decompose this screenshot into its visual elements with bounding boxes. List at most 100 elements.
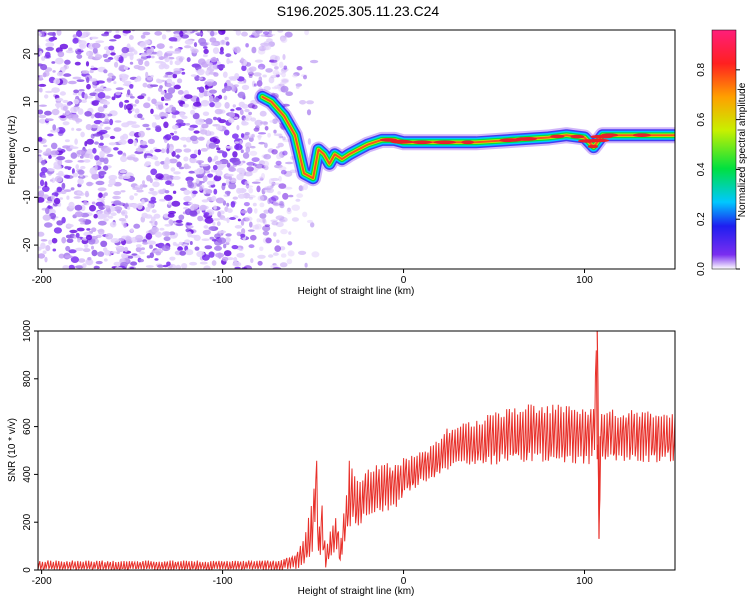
noise-speckle — [185, 176, 194, 182]
noise-speckle — [203, 48, 209, 55]
colorbar-ticks: 0.0 0.2 0.4 0.6 0.8 — [696, 62, 740, 276]
noise-speckle — [190, 135, 198, 142]
noise-speckle — [109, 39, 117, 42]
noise-speckle — [68, 264, 75, 269]
noise-speckle — [110, 238, 120, 244]
noise-speckle — [135, 234, 144, 241]
noise-speckle — [117, 202, 125, 206]
noise-speckle — [235, 107, 242, 111]
noise-speckle — [77, 237, 81, 243]
noise-speckle — [65, 245, 71, 252]
noise-speckle — [58, 253, 65, 259]
noise-speckle — [159, 227, 165, 231]
noise-speckle — [188, 202, 193, 205]
noise-speckle — [234, 266, 241, 269]
noise-speckle — [296, 193, 304, 198]
noise-speckle — [115, 30, 120, 34]
noise-speckle — [164, 223, 172, 227]
noise-speckle — [164, 190, 170, 194]
noise-speckle — [123, 104, 127, 110]
noise-speckle — [104, 95, 111, 99]
noise-speckle — [45, 118, 54, 122]
noise-speckle — [195, 32, 204, 36]
noise-speckle — [178, 214, 185, 221]
noise-speckle — [277, 191, 281, 195]
noise-speckle — [179, 250, 186, 256]
noise-speckle — [195, 178, 200, 184]
noise-speckle — [150, 108, 154, 115]
colorbar-tick-label: 0.0 — [696, 262, 707, 276]
noise-speckle — [177, 246, 184, 251]
noise-speckle — [104, 126, 111, 130]
noise-speckle — [151, 98, 157, 105]
noise-speckle — [270, 75, 277, 79]
noise-speckle — [291, 204, 301, 211]
noise-speckle — [280, 253, 287, 258]
noise-speckle — [244, 108, 250, 113]
noise-speckle — [197, 149, 201, 156]
noise-speckle — [265, 68, 273, 73]
ridge-hotspot — [632, 133, 651, 137]
snr-spike — [596, 331, 601, 539]
noise-speckle — [250, 99, 260, 105]
noise-speckle — [190, 74, 197, 77]
noise-speckle — [113, 261, 122, 266]
noise-speckle — [75, 265, 84, 269]
noise-speckle — [186, 30, 193, 33]
noise-speckle — [93, 100, 100, 103]
noise-speckle — [210, 57, 218, 63]
noise-speckle — [98, 203, 106, 210]
noise-speckle — [268, 30, 272, 35]
noise-speckle — [240, 57, 244, 62]
noise-speckle — [127, 206, 131, 210]
noise-speckle — [236, 124, 240, 131]
noise-speckle — [226, 202, 230, 207]
noise-speckle — [265, 237, 272, 244]
noise-speckle — [178, 241, 183, 245]
noise-speckle — [250, 145, 256, 149]
noise-speckle — [91, 173, 100, 180]
noise-speckle — [237, 91, 246, 99]
colorbar-tick-label: 0.8 — [696, 62, 707, 76]
colorbar-gradient — [711, 29, 737, 270]
noise-speckle — [103, 69, 108, 74]
noise-speckle — [99, 150, 105, 158]
spectrogram-x-tick-label: 100 — [576, 275, 593, 286]
noise-speckle — [177, 78, 183, 84]
noise-speckle — [210, 42, 219, 46]
noise-speckle — [128, 46, 135, 53]
noise-speckle — [114, 120, 122, 123]
noise-speckle — [200, 148, 208, 152]
noise-speckle — [103, 46, 110, 51]
noise-speckle — [228, 112, 236, 118]
noise-speckle — [223, 129, 230, 136]
noise-speckle — [43, 144, 48, 148]
noise-speckle — [53, 77, 61, 85]
noise-speckle — [198, 91, 205, 98]
noise-speckle — [167, 213, 175, 218]
noise-speckle — [196, 167, 205, 175]
noise-speckle — [64, 59, 71, 65]
noise-speckle — [55, 97, 64, 102]
spectrogram-y-tick-label: 20 — [22, 48, 33, 60]
noise-speckle — [86, 51, 90, 57]
noise-speckle — [92, 147, 97, 154]
noise-speckle — [127, 138, 134, 144]
noise-speckle — [130, 228, 134, 233]
noise-speckle — [60, 104, 69, 111]
snr-x-tick-label: 100 — [576, 576, 593, 587]
noise-speckle — [209, 102, 215, 108]
noise-speckle — [129, 54, 134, 61]
noise-speckle — [195, 160, 205, 164]
noise-speckle — [62, 99, 69, 104]
noise-speckle — [65, 49, 74, 54]
noise-speckle — [84, 93, 88, 100]
noise-speckle — [136, 202, 143, 210]
noise-speckle — [225, 173, 234, 177]
noise-speckle — [174, 148, 183, 153]
noise-speckle — [44, 181, 48, 188]
noise-speckle — [156, 50, 163, 57]
noise-speckle — [259, 202, 265, 208]
noise-speckle — [269, 120, 274, 123]
noise-speckle — [39, 74, 43, 80]
